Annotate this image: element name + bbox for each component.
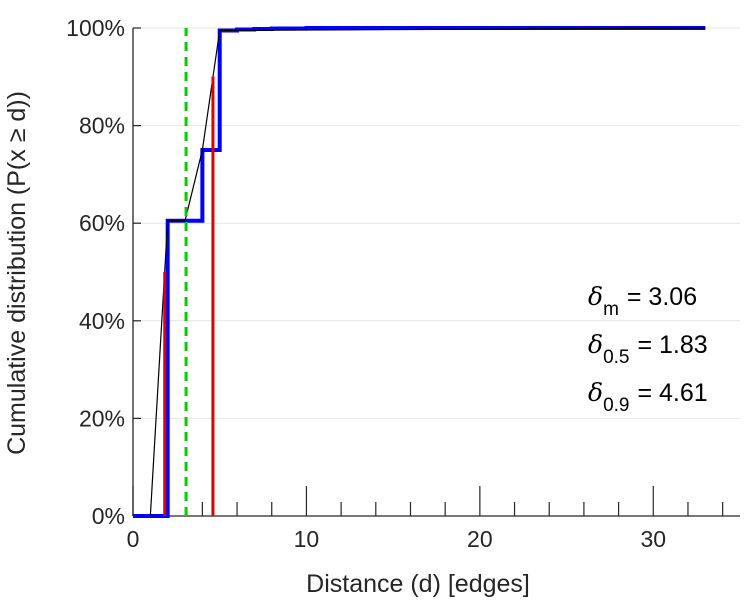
x-axis-label: Distance (d) [edges]: [306, 570, 530, 598]
y-tick-label-2: 40%: [79, 308, 125, 334]
y-axis-label: Cumulative distribution (P(x ≥ d)): [3, 91, 31, 455]
y-tick-label-1: 20%: [79, 405, 125, 431]
y-tick-label-5: 100%: [66, 15, 125, 41]
grid-lines: [133, 27, 740, 419]
stat-annotation-2: δ0.9 = 4.61: [588, 378, 708, 416]
statistics-annotations: δm = 3.06 δ0.5 = 1.83 δ0.9 = 4.61: [588, 282, 708, 416]
stat-annotation-1: δ0.5 = 1.83: [588, 330, 708, 368]
line-series-1: [149, 27, 706, 517]
data-series: [133, 26, 706, 518]
axes: [132, 27, 740, 517]
x-tick-label-0: 0: [127, 526, 140, 552]
stat-annotation-0: δm = 3.06: [588, 282, 697, 320]
step-series-0: [133, 26, 706, 518]
x-tick-label-1: 10: [294, 526, 320, 552]
x-tick-label-3: 30: [640, 526, 666, 552]
y-tick-label-3: 60%: [79, 210, 125, 236]
y-tick-label-0: 0%: [92, 503, 125, 529]
y-tick-label-4: 80%: [79, 113, 125, 139]
tick-labels: 0% 20% 40% 60% 80% 100% 0 10 20 30: [66, 15, 666, 552]
x-tick-label-2: 20: [467, 526, 493, 552]
vertical-markers: [163, 28, 215, 516]
